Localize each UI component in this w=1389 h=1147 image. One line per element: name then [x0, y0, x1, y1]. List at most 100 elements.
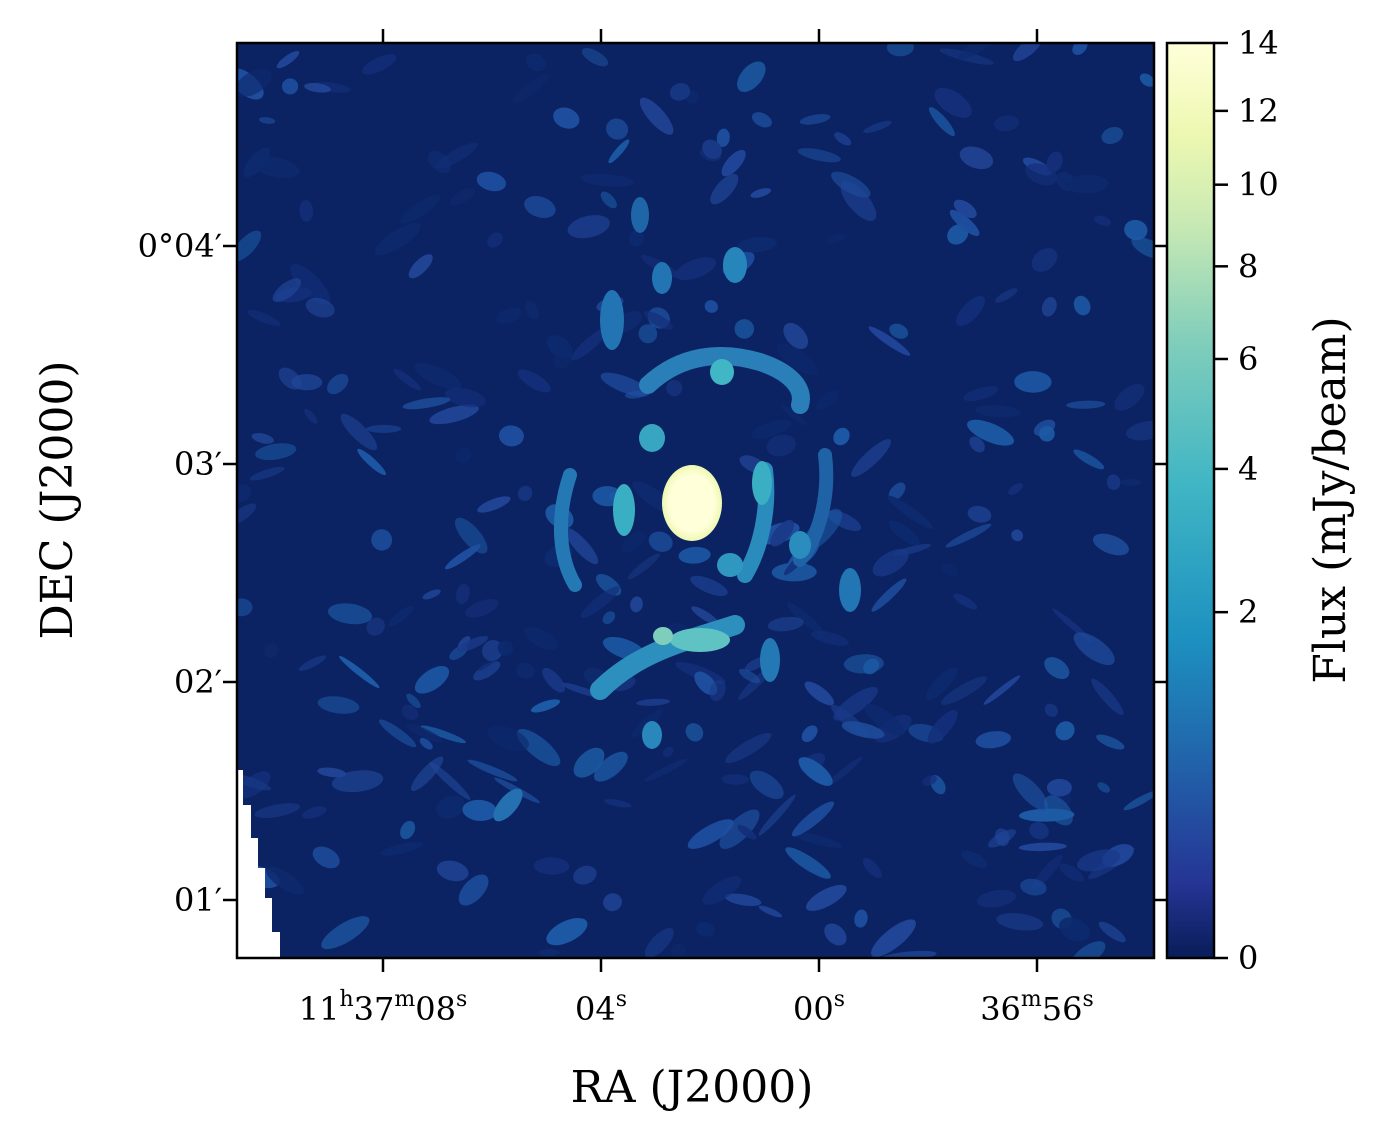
- noise-blob: [995, 288, 1018, 303]
- sidelobe-lower-arc: [590, 615, 745, 700]
- noise-blob: [1046, 778, 1072, 797]
- colorbar-tick-label: 10: [1238, 166, 1279, 204]
- noise-blob: [959, 146, 994, 170]
- noise-blob: [408, 254, 433, 279]
- noise-blob: [975, 405, 1021, 418]
- noise-blob: [477, 496, 511, 513]
- noise-blob: [1073, 449, 1105, 470]
- noise-blob: [737, 824, 757, 840]
- central-source: [662, 465, 722, 541]
- noise-blob: [643, 311, 673, 330]
- noise-blob: [801, 725, 818, 743]
- noise-blob: [467, 759, 518, 782]
- noise-blob: [1076, 849, 1121, 872]
- noise-blob: [457, 635, 489, 652]
- noise-blob: [374, 222, 421, 256]
- noise-blob: [928, 107, 955, 137]
- noise-blob: [400, 820, 416, 840]
- noise-blob: [922, 775, 937, 786]
- noise-blob: [1044, 795, 1073, 826]
- noise-blob: [361, 54, 397, 75]
- noise-blob: [525, 301, 539, 320]
- noise-blob: [669, 83, 691, 101]
- noise-blob: [524, 195, 556, 219]
- noise-blob: [420, 725, 467, 744]
- sidelobe-blob: [723, 247, 747, 283]
- noise-blob: [243, 147, 271, 178]
- noise-blob: [487, 232, 503, 248]
- noise-blob: [630, 596, 643, 613]
- noise-blob: [771, 562, 817, 582]
- noise-blob: [487, 725, 530, 752]
- noise-blob: [687, 819, 734, 849]
- noise-blob: [1131, 236, 1154, 260]
- noise-blob: [317, 696, 360, 714]
- noise-blob: [1059, 863, 1084, 882]
- noise-blob: [799, 114, 831, 125]
- noise-blob: [422, 589, 441, 600]
- colorbar-tick-label: 8: [1238, 247, 1258, 285]
- noise-blob: [378, 719, 417, 748]
- noise-blob: [804, 681, 835, 706]
- sidelobe-blob: [789, 531, 811, 559]
- noise-blob: [862, 857, 882, 879]
- noise-blob: [864, 703, 905, 736]
- noise-blob: [455, 447, 472, 463]
- noise-blob: [702, 139, 722, 160]
- noise-blob: [872, 548, 909, 577]
- noise-blob: [1018, 842, 1067, 852]
- noise-blob: [644, 758, 688, 782]
- noise-blob: [517, 485, 533, 501]
- noise-blob: [1031, 248, 1058, 272]
- noise-blob: [868, 326, 911, 356]
- y-axis-ticks: [223, 244, 1167, 902]
- noise-blob: [889, 323, 909, 339]
- y-tick-label: 02′: [174, 663, 222, 701]
- noise-blob: [571, 327, 609, 361]
- noise-blob: [854, 909, 868, 928]
- noise-blob: [636, 698, 671, 706]
- noise-blob: [758, 794, 796, 836]
- noise-blob: [678, 546, 711, 564]
- noise-blob: [473, 661, 501, 681]
- sidelobe-blob: [600, 290, 624, 350]
- noise-blob: [444, 544, 481, 570]
- noise-blob: [321, 916, 370, 950]
- noise-blob: [251, 433, 274, 444]
- noise-blob: [339, 655, 380, 689]
- noise-blob: [258, 117, 276, 124]
- noise-blob: [538, 948, 560, 957]
- noise-blob: [1092, 533, 1130, 556]
- noise-blob: [1039, 425, 1055, 442]
- noise-blob: [958, 43, 998, 60]
- noise-blob: [380, 842, 423, 856]
- colorbar-ticks: 14 12 10 8 6 4 2 0: [1214, 24, 1279, 977]
- noise-blob: [834, 132, 852, 146]
- noise-blob: [1093, 215, 1112, 226]
- noise-blob: [1120, 478, 1142, 486]
- noise-blob: [237, 69, 272, 97]
- colorbar: 14 12 10 8 6 4 2 0 Flux (mJy/beam): [1165, 24, 1356, 977]
- noise-blob: [887, 495, 933, 529]
- colorbar-tick-label: 6: [1238, 340, 1258, 378]
- noise-blob: [237, 484, 252, 503]
- noise-blob: [734, 319, 755, 339]
- noise-blob: [1114, 383, 1145, 411]
- noise-blob: [1097, 782, 1110, 793]
- noise-blob: [290, 264, 331, 305]
- noise-blob: [1101, 126, 1124, 145]
- noise-blob: [863, 120, 892, 134]
- noise-blob: [1029, 822, 1049, 840]
- noise-blob: [393, 368, 422, 391]
- noise-blob: [542, 667, 565, 693]
- noise-blob: [247, 309, 281, 326]
- noise-blob: [783, 322, 809, 350]
- noise-blob: [1098, 921, 1126, 943]
- noise-blob: [1055, 721, 1075, 741]
- noise-blob: [1008, 483, 1023, 495]
- noise-blob: [512, 73, 549, 103]
- noise-blob: [436, 795, 466, 819]
- blanked-region: [237, 770, 280, 958]
- noise-blob: [305, 297, 335, 318]
- noise-blob: [357, 448, 386, 476]
